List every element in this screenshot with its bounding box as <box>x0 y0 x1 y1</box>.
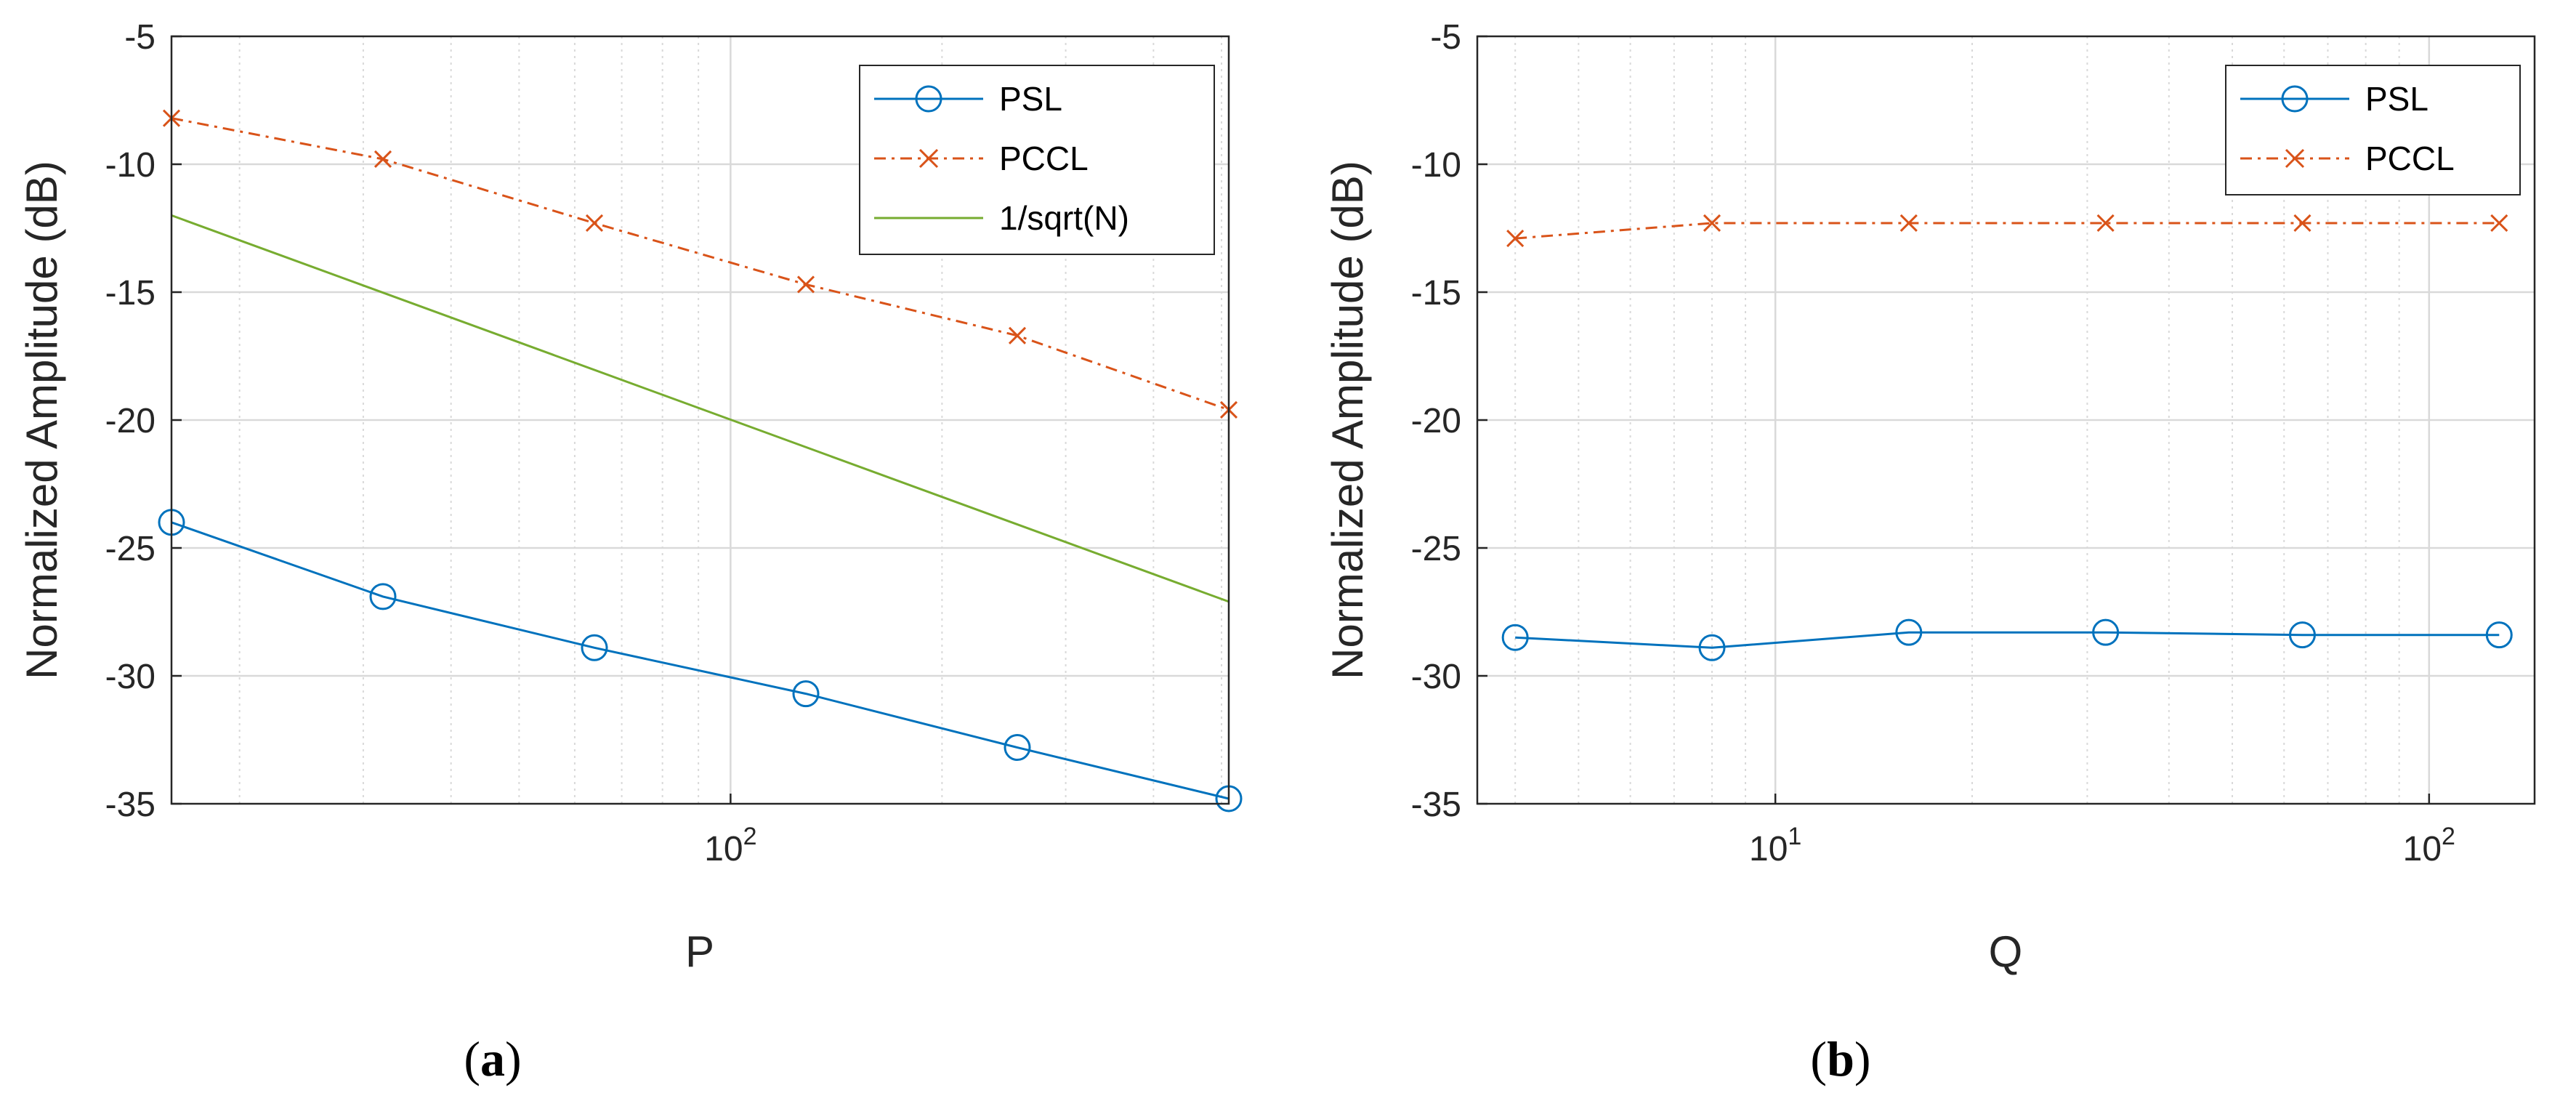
y-tick-label: -25 <box>1411 530 1461 568</box>
data-point <box>374 150 392 169</box>
legend-pccl-label: PCCL <box>2365 140 2455 177</box>
legend-psl-marker <box>915 85 942 113</box>
data-point <box>2092 618 2120 646</box>
legend-pccl-label: PCCL <box>999 140 1089 177</box>
x-tick-label: 102 <box>704 823 756 868</box>
y-tick-label: -5 <box>124 18 156 57</box>
legend: PSL PCCL 1/sqrt(N) <box>859 65 1215 255</box>
series-ref <box>171 214 1230 603</box>
tick-labels: 101 102 -5 -10 -15 -20 -25 -30 -35 <box>1411 18 2455 868</box>
data-point <box>1008 326 1027 344</box>
data-point <box>2485 621 2513 649</box>
tick-labels: 102 -5 -10 -15 -20 -25 -30 -35 <box>105 18 757 868</box>
data-point <box>369 583 397 610</box>
grid-lines <box>1477 36 2535 804</box>
y-axis-label: Normalized Amplitude (dB) <box>1323 161 1372 679</box>
legend-pccl-marker <box>918 148 939 169</box>
legend-item-ref: 1/sqrt(N) <box>874 199 1129 237</box>
y-tick-label: -15 <box>1411 274 1461 312</box>
y-tick-label: -5 <box>1430 18 1461 57</box>
y-tick-label: -15 <box>105 274 156 312</box>
x-axis-label: Q <box>1989 927 2023 976</box>
series-pccl <box>1506 214 2508 248</box>
legend: PSL PCCL <box>2225 65 2521 195</box>
x-tick-label: 101 <box>1749 823 1801 868</box>
y-tick-label: -10 <box>1411 146 1461 185</box>
x-axis-label: P <box>685 927 714 976</box>
x-tick-label: 102 <box>2403 823 2455 868</box>
data-point <box>581 634 608 661</box>
data-point <box>2293 214 2311 233</box>
data-point <box>2096 214 2115 233</box>
data-point <box>1004 734 1031 762</box>
data-point <box>2288 621 2316 649</box>
legend-item-pccl: PCCL <box>2240 140 2455 177</box>
series-line <box>1515 631 2500 649</box>
series-layer <box>1501 214 2513 661</box>
y-tick-label: -30 <box>105 658 156 696</box>
data-point <box>1698 634 1726 661</box>
data-point <box>796 275 815 294</box>
legend-ref-label: 1/sqrt(N) <box>999 199 1129 237</box>
legend-item-pccl: PCCL <box>874 140 1089 177</box>
legend-box <box>2225 65 2521 195</box>
grid-lines <box>171 36 1229 804</box>
series-line <box>1515 222 2500 240</box>
legend-box <box>859 65 1215 255</box>
caption-a: (a) <box>464 1031 521 1086</box>
legend-psl-marker <box>2281 85 2309 113</box>
data-point <box>585 214 604 233</box>
series-line <box>171 521 1230 800</box>
y-tick-label: -25 <box>105 530 156 568</box>
y-tick-label: -10 <box>105 146 156 185</box>
legend-item-psl: PSL <box>2240 80 2428 118</box>
series-psl <box>1501 618 2513 661</box>
y-tick-label: -30 <box>1411 658 1461 696</box>
chart-panel-b: 101 102 -5 -10 -15 -20 -25 -30 -35 Q Normalized … <box>1323 18 2536 1086</box>
legend-pccl-marker <box>2285 148 2305 169</box>
data-point <box>792 680 820 708</box>
legend-psl-label: PSL <box>999 80 1062 118</box>
y-tick-label: -35 <box>105 786 156 824</box>
y-axis-label: Normalized Amplitude (dB) <box>17 161 66 679</box>
legend-item-psl: PSL <box>874 80 1062 118</box>
caption-b: (b) <box>1810 1031 1870 1086</box>
y-tick-label: -20 <box>1411 402 1461 440</box>
data-point <box>1506 230 1525 248</box>
data-point <box>1895 618 1923 646</box>
series-pccl <box>162 109 1238 419</box>
data-point <box>1703 214 1721 233</box>
y-tick-label: -35 <box>1411 786 1461 824</box>
data-point <box>2490 214 2508 233</box>
series-line <box>171 214 1230 603</box>
y-tick-label: -20 <box>105 402 156 440</box>
chart-panel-a: 102 -5 -10 -15 -20 -25 -30 -35 P Normalized Amp… <box>17 18 1243 1086</box>
legend-psl-label: PSL <box>2365 80 2428 118</box>
data-point <box>1501 624 1529 651</box>
data-point <box>1899 214 1918 233</box>
